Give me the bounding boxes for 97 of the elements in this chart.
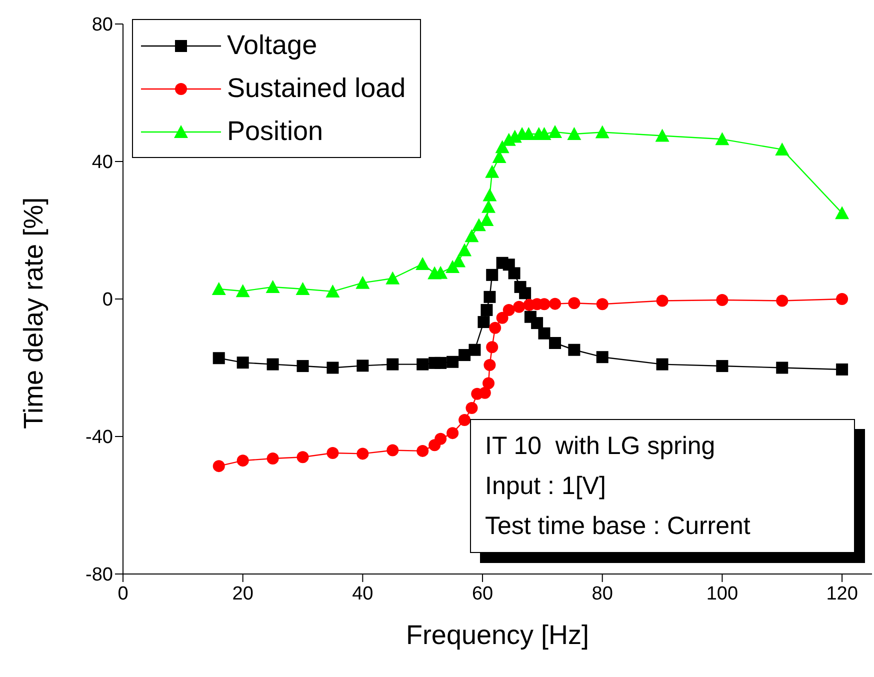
point — [595, 125, 610, 138]
point — [513, 300, 526, 313]
point — [656, 294, 668, 307]
point — [496, 312, 508, 324]
point — [468, 344, 481, 356]
x-tick-label: 60 — [472, 583, 494, 604]
point — [480, 304, 493, 316]
point — [296, 451, 309, 464]
y-axis-title: Time delay rate [%] — [18, 197, 49, 429]
point — [480, 212, 494, 226]
point — [548, 124, 562, 138]
legend-label: Sustained load — [227, 73, 406, 104]
point — [212, 460, 225, 472]
point — [568, 297, 580, 310]
point — [776, 294, 788, 307]
point — [356, 360, 369, 372]
x-tick-label: 80 — [592, 583, 613, 604]
point — [478, 386, 491, 399]
x-tick-label: 120 — [826, 583, 858, 604]
x-tick-label: 0 — [118, 583, 128, 604]
x-axis-title: Frequency [Hz] — [406, 620, 590, 650]
point — [484, 359, 496, 371]
point — [596, 298, 608, 310]
point — [716, 360, 728, 372]
point — [458, 349, 471, 362]
point — [446, 356, 459, 368]
point — [836, 293, 848, 305]
point — [775, 142, 790, 156]
point — [296, 282, 310, 296]
point — [212, 282, 226, 296]
point — [266, 452, 279, 464]
point — [836, 363, 848, 376]
annotation: Test time base : Current — [485, 511, 752, 542]
annotation: IT 10 with LG spring — [485, 431, 716, 462]
point — [495, 140, 510, 154]
y-tick-label: 40 — [92, 152, 113, 174]
point — [567, 127, 582, 140]
point — [472, 218, 486, 232]
point — [482, 377, 495, 390]
point — [716, 294, 728, 306]
point — [715, 132, 730, 146]
point — [296, 360, 309, 372]
point — [486, 268, 498, 281]
point — [356, 276, 370, 289]
point — [212, 352, 225, 364]
point — [478, 316, 490, 328]
point — [655, 128, 670, 142]
point — [482, 188, 497, 202]
point — [434, 356, 447, 369]
point — [386, 271, 400, 284]
point — [236, 284, 250, 298]
x-tick-label: 40 — [352, 583, 374, 604]
point — [531, 317, 544, 330]
point — [486, 341, 498, 354]
point — [416, 358, 429, 370]
point — [776, 362, 788, 374]
point — [326, 362, 339, 374]
point — [236, 454, 249, 467]
point — [416, 256, 430, 270]
point — [386, 358, 399, 370]
point — [446, 427, 459, 440]
x-tick-label: 20 — [232, 583, 254, 604]
point — [835, 206, 850, 220]
point — [434, 432, 447, 445]
annotation: Input : 1[V] — [485, 471, 607, 502]
point — [326, 447, 339, 459]
point — [236, 356, 249, 369]
point — [326, 284, 340, 298]
point — [356, 448, 369, 460]
point — [386, 444, 399, 456]
legend-label: Position — [227, 116, 324, 147]
point — [266, 358, 279, 370]
point — [484, 290, 496, 303]
point — [464, 229, 479, 242]
point — [266, 280, 280, 293]
y-tick-label: 0 — [102, 290, 113, 311]
point — [519, 287, 532, 300]
point — [485, 164, 500, 178]
y-tick-label: 80 — [92, 14, 113, 36]
point — [482, 200, 496, 213]
point — [489, 322, 502, 334]
legend-label: Voltage — [227, 30, 318, 61]
point — [416, 444, 429, 457]
point — [458, 243, 472, 256]
point — [502, 304, 515, 316]
point — [508, 267, 520, 280]
point — [549, 298, 562, 310]
point — [568, 344, 580, 356]
point — [458, 414, 471, 426]
y-tick-label: -40 — [86, 427, 113, 448]
point — [466, 402, 478, 414]
point — [656, 358, 668, 370]
y-tick-label: -80 — [86, 564, 113, 586]
point — [538, 327, 550, 340]
x-tick-label: 100 — [706, 583, 738, 604]
point — [549, 337, 562, 349]
point — [596, 351, 608, 364]
